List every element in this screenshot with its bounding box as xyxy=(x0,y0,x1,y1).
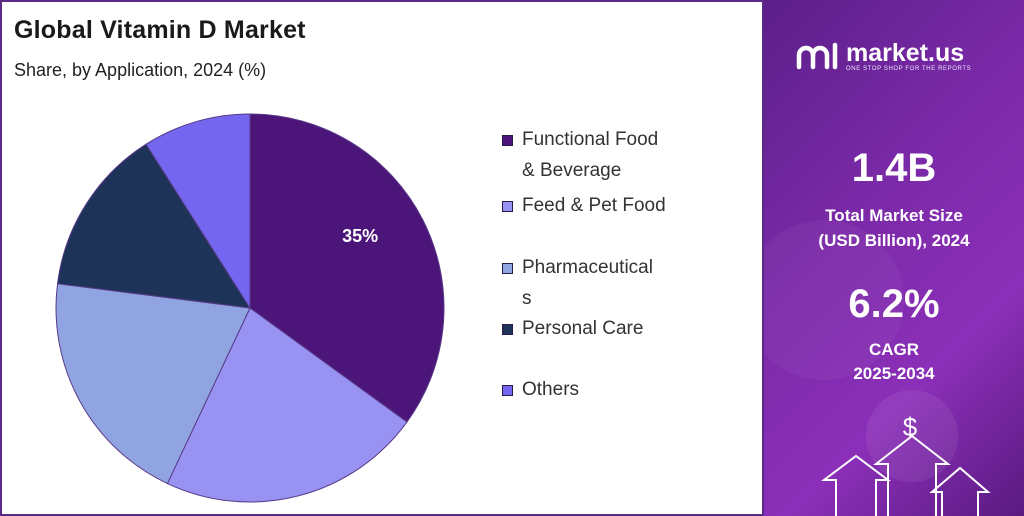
legend-swatch xyxy=(502,385,513,396)
decor-circle xyxy=(764,220,904,380)
arrow-up-icon xyxy=(929,466,991,516)
arrow-up-icon xyxy=(873,434,951,516)
arrow-up-icon xyxy=(821,454,891,516)
brand-logo: market.us ONE STOP SHOP FOR THE REPORTS xyxy=(796,40,971,72)
market-size-label-2: (USD Billion), 2024 xyxy=(818,231,970,250)
chart-subtitle: Share, by Application, 2024 (%) xyxy=(14,60,267,80)
pie-slice xyxy=(145,113,251,310)
cagr-value: 6.2% xyxy=(848,282,940,326)
legend-item: Others xyxy=(502,378,579,405)
legend-label: Pharmaceutical xyxy=(522,257,653,278)
pie-slice xyxy=(249,113,445,423)
growth-arrows-decoration: $ xyxy=(764,220,991,516)
legend-label: Others xyxy=(522,379,580,400)
legend-swatch xyxy=(502,263,513,274)
cagr-label: CAGR xyxy=(868,340,920,359)
legend-swatch xyxy=(502,201,513,212)
legend-label-cont: s xyxy=(522,288,532,309)
legend-swatch xyxy=(502,135,513,146)
market-us-logo-icon xyxy=(796,42,838,70)
pie-chart: 35% xyxy=(55,113,445,503)
stats-panel: $ market.us ONE STOP SHOP FOR THE REPORT… xyxy=(764,0,1024,516)
legend-label: Feed & Pet Food xyxy=(522,195,666,216)
legend-item: Feed & Pet Food xyxy=(502,194,666,221)
pie-data-label: 35% xyxy=(342,226,378,246)
legend-item: Functional Food & Beverage xyxy=(502,128,658,186)
legend-item: Pharmaceutical s xyxy=(502,256,653,314)
legend-label: Functional Food xyxy=(522,129,659,150)
dollar-icon: $ xyxy=(903,412,918,442)
legend-label-cont: & Beverage xyxy=(522,160,622,181)
market-size-label: Total Market Size xyxy=(825,206,963,225)
chart-panel: Global Vitamin D Market Share, by Applic… xyxy=(0,0,764,516)
legend-item: Personal Care xyxy=(502,317,643,344)
brand-tagline: ONE STOP SHOP FOR THE REPORTS xyxy=(846,66,972,72)
legend-label: Personal Care xyxy=(522,318,644,339)
cagr-period: 2025-2034 xyxy=(853,364,935,383)
brand-name: market.us xyxy=(846,39,965,67)
legend-swatch xyxy=(502,324,513,335)
market-size-value: 1.4B xyxy=(851,146,937,190)
chart-title: Global Vitamin D Market xyxy=(14,16,306,44)
pie-slice xyxy=(55,283,251,485)
pie-slice xyxy=(56,143,251,309)
